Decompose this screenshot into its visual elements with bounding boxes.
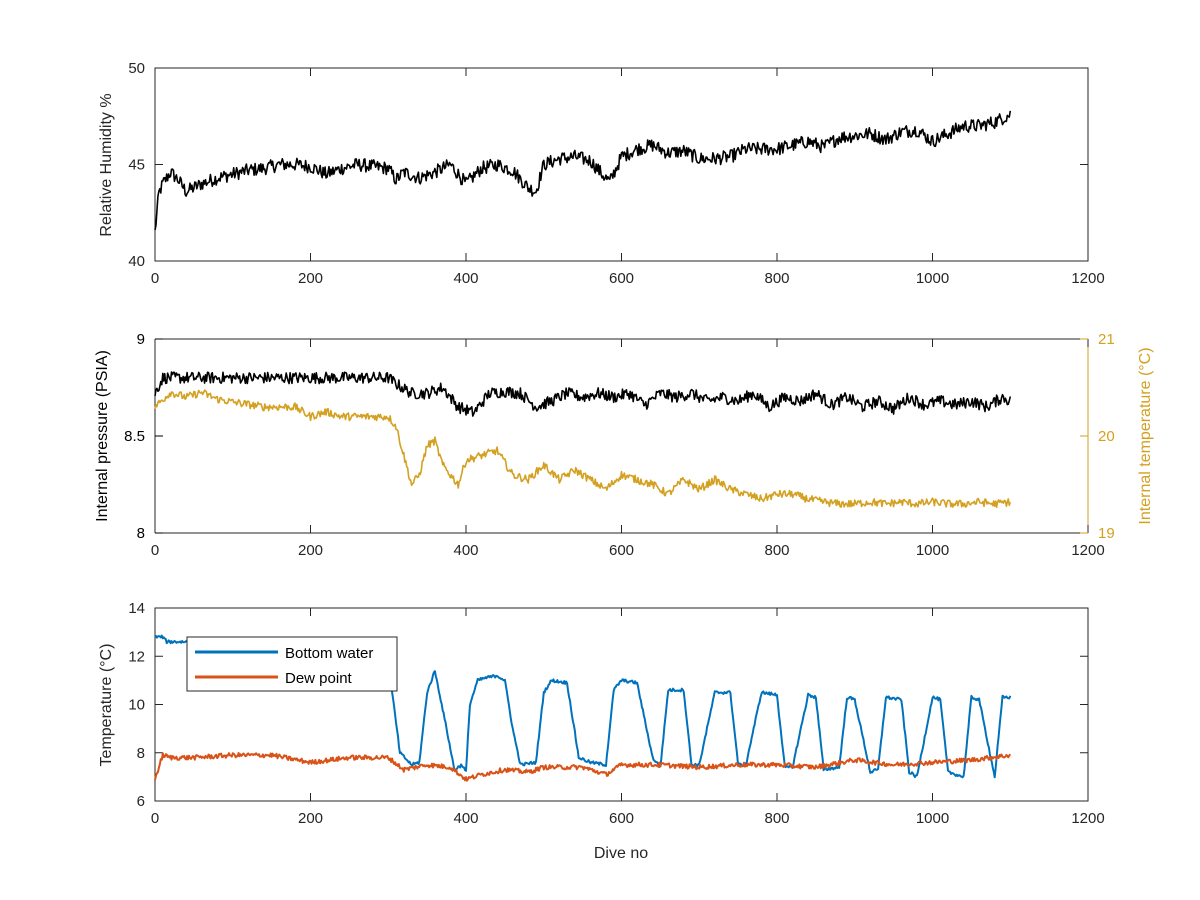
x-tick-label: 800	[764, 270, 789, 287]
panel-2-x-ticks: 0 200 400 600 800 1000 1200	[151, 339, 1105, 559]
y-tick-label: 45	[128, 157, 145, 174]
y-tick-label: 40	[128, 253, 145, 270]
x-tick-label: 1000	[916, 270, 949, 287]
y-tick-label: 12	[128, 648, 145, 665]
x-tick-label: 1200	[1071, 542, 1104, 559]
panel-2-ylabel: Internal pressure (PSIA)	[94, 350, 111, 522]
panel-3-x-ticks: 0 200 400 600 800 1000 1200	[151, 608, 1105, 827]
y2-tick-label: 21	[1098, 331, 1115, 348]
series-line-panel-2-0	[154, 371, 1012, 417]
panel-1-x-ticks: 0 200 400 600 800 1000 1200	[151, 68, 1105, 287]
series-line-dew-point	[154, 752, 1012, 782]
x-tick-label: 200	[298, 542, 323, 559]
x-tick-label: 600	[609, 810, 634, 827]
x-tick-label: 1200	[1071, 810, 1104, 827]
panel-1-series	[154, 110, 1012, 231]
panel-3-xlabel: Dive no	[594, 845, 648, 862]
panel-temperature: 0 200 400 600 800 1000 1200 6 8 10 12 14 Temperatu…	[98, 600, 1105, 862]
x-tick-label: 1200	[1071, 270, 1104, 287]
panel-2-y2label: Internal temperature (°C)	[1137, 347, 1154, 524]
x-tick-label: 0	[151, 810, 159, 827]
panel-1-ylabel: Relative Humidity %	[98, 93, 115, 236]
y-tick-label: 9	[137, 331, 145, 348]
x-tick-label: 1000	[916, 810, 949, 827]
x-tick-label: 400	[453, 542, 478, 559]
x-tick-label: 400	[453, 810, 478, 827]
legend: Bottom water Dew point	[186, 636, 398, 692]
panel-3-ylabel: Temperature (°C)	[98, 644, 115, 767]
x-tick-label: 600	[609, 542, 634, 559]
y2-tick-label: 20	[1098, 428, 1115, 445]
legend-box	[186, 636, 398, 692]
panel-2-y2-ticks: 19 20 21	[1080, 331, 1115, 542]
panel-1-axes	[154, 67, 1089, 262]
y-tick-label: 8.5	[124, 428, 145, 445]
series-line-panel-2-1	[154, 389, 1012, 509]
x-tick-label: 200	[298, 270, 323, 287]
x-tick-label: 800	[764, 542, 789, 559]
legend-label-bottom-water: Bottom water	[285, 645, 373, 662]
x-tick-label: 0	[151, 542, 159, 559]
x-tick-label: 400	[453, 270, 478, 287]
x-tick-label: 800	[764, 810, 789, 827]
panel-2-axes	[155, 339, 1088, 533]
y-tick-label: 8	[137, 745, 145, 762]
panel-2-series	[154, 371, 1012, 509]
y-tick-label: 14	[128, 600, 145, 617]
y-tick-label: 8	[137, 525, 145, 542]
legend-label-dew-point: Dew point	[285, 670, 353, 687]
y-tick-label: 50	[128, 60, 145, 77]
panel-3-y-ticks: 6 8 10 12 14	[128, 600, 1088, 810]
x-tick-label: 1000	[916, 542, 949, 559]
panel-1-y-ticks: 40 45 50	[128, 60, 1088, 270]
x-tick-label: 600	[609, 270, 634, 287]
x-tick-label: 0	[151, 270, 159, 287]
y-tick-label: 6	[137, 793, 145, 810]
y2-tick-label: 19	[1098, 525, 1115, 542]
y-tick-label: 10	[128, 697, 145, 714]
panel-2-y-ticks: 88.59	[124, 331, 163, 542]
panel-relative-humidity: 0 200 400 600 800 1000 1200 40 45 50 Relative Hu…	[98, 60, 1105, 287]
x-tick-label: 200	[298, 810, 323, 827]
series-line-panel-1-0	[154, 110, 1012, 231]
